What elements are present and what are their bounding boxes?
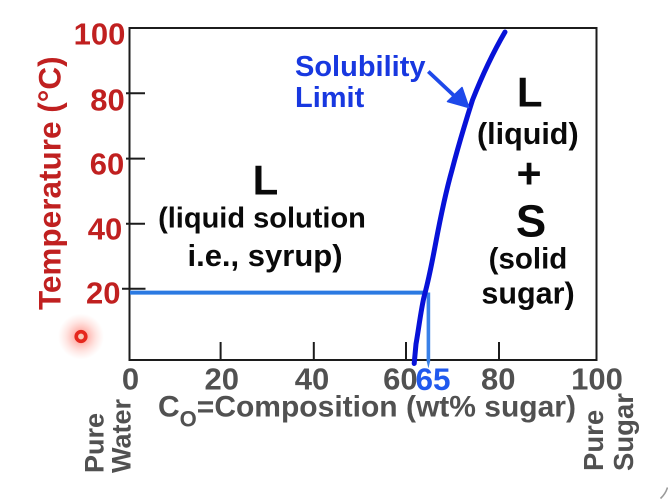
svg-text:Pure: Pure <box>578 410 609 471</box>
svg-text:100: 100 <box>571 362 623 397</box>
svg-text:(liquid): (liquid) <box>477 117 579 151</box>
svg-text:(liquid solution: (liquid solution <box>158 203 366 235</box>
svg-text:sugar): sugar) <box>481 277 574 311</box>
svg-text:100: 100 <box>74 17 126 52</box>
svg-text:40: 40 <box>88 212 122 247</box>
svg-text:S: S <box>516 196 546 247</box>
svg-text:L: L <box>517 69 543 116</box>
svg-text:Pure: Pure <box>80 413 110 473</box>
svg-text:+: + <box>516 150 541 198</box>
svg-text:Sugar: Sugar <box>608 393 639 471</box>
svg-text:Water: Water <box>107 398 137 473</box>
svg-text:20: 20 <box>205 362 239 397</box>
svg-text:Temperature (°C): Temperature (°C) <box>32 56 68 310</box>
svg-text:40: 40 <box>295 362 329 397</box>
svg-text:60: 60 <box>90 147 124 182</box>
svg-text:20: 20 <box>86 276 120 311</box>
svg-text:65: 65 <box>415 361 450 397</box>
svg-text:(solid: (solid <box>489 243 568 276</box>
svg-text:60: 60 <box>383 362 417 397</box>
svg-text:0: 0 <box>122 362 139 397</box>
svg-text:80: 80 <box>90 83 124 118</box>
svg-text:CO=Composition (wt% sugar): CO=Composition (wt% sugar) <box>158 391 576 432</box>
svg-text:i.e., syrup): i.e., syrup) <box>187 238 342 273</box>
svg-text:L: L <box>253 157 279 204</box>
svg-text:Solubility: Solubility <box>295 51 426 83</box>
svg-text:Limit: Limit <box>295 82 365 114</box>
svg-text:80: 80 <box>481 362 515 397</box>
